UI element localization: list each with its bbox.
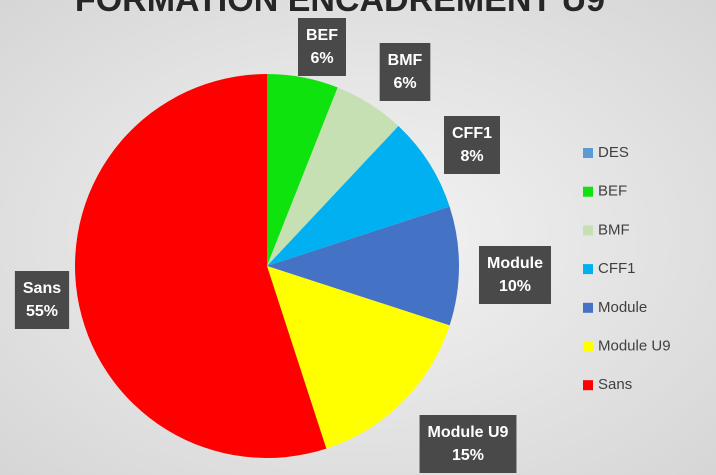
label-category: BEF <box>306 27 338 44</box>
data-labels: BEF 6% BMF 6% CFF1 8% Module 10% Module U9 15% San… <box>14 18 551 473</box>
legend-swatch <box>583 186 593 197</box>
pie-slice <box>267 206 459 326</box>
legend-swatch <box>583 341 593 352</box>
label-value: 6% <box>393 75 416 92</box>
pie-slice <box>267 126 450 266</box>
legend: DES BEF BMF CFF1 Module Module U9 Sans <box>583 144 671 393</box>
legend-swatch <box>583 302 593 313</box>
legend-label: CFF1 <box>598 260 636 277</box>
data-label: CFF1 8% <box>444 116 500 174</box>
legend-swatch <box>583 148 593 158</box>
legend-swatch <box>583 225 593 236</box>
label-category: BMF <box>388 52 423 69</box>
label-value: 6% <box>310 50 333 67</box>
label-value: 10% <box>499 278 531 295</box>
pie <box>74 74 459 458</box>
chart-title: FORMATION ENCADREMENT U9 <box>75 0 605 19</box>
data-label: Sans 55% <box>14 271 70 329</box>
data-label: Module U9 15% <box>419 415 517 473</box>
legend-swatch <box>583 380 593 391</box>
pie-slice <box>267 266 450 449</box>
legend-label: BMF <box>598 221 630 238</box>
label-box <box>444 116 500 174</box>
pie-slice <box>267 74 338 266</box>
label-category: CFF1 <box>452 125 492 142</box>
data-label: BEF 6% <box>298 18 346 76</box>
label-category: Sans <box>23 280 61 297</box>
label-box <box>14 271 70 329</box>
label-box <box>479 246 551 304</box>
label-category: Module <box>487 255 543 272</box>
data-label: Module 10% <box>479 246 551 304</box>
legend-label: Module U9 <box>598 337 671 354</box>
label-value: 8% <box>460 148 483 165</box>
label-box <box>298 18 346 76</box>
pie-slice <box>74 74 327 458</box>
legend-label: DES <box>598 144 629 161</box>
legend-label: BEF <box>598 183 627 200</box>
data-label: BMF 6% <box>379 43 431 101</box>
legend-swatch <box>583 264 593 275</box>
pie-slice <box>267 87 399 267</box>
legend-label: Sans <box>598 376 632 393</box>
label-value: 55% <box>26 303 58 320</box>
label-value: 15% <box>452 447 484 464</box>
legend-label: Module <box>598 299 647 316</box>
label-box <box>379 43 431 101</box>
label-category: Module U9 <box>428 424 509 441</box>
label-box <box>419 415 517 473</box>
